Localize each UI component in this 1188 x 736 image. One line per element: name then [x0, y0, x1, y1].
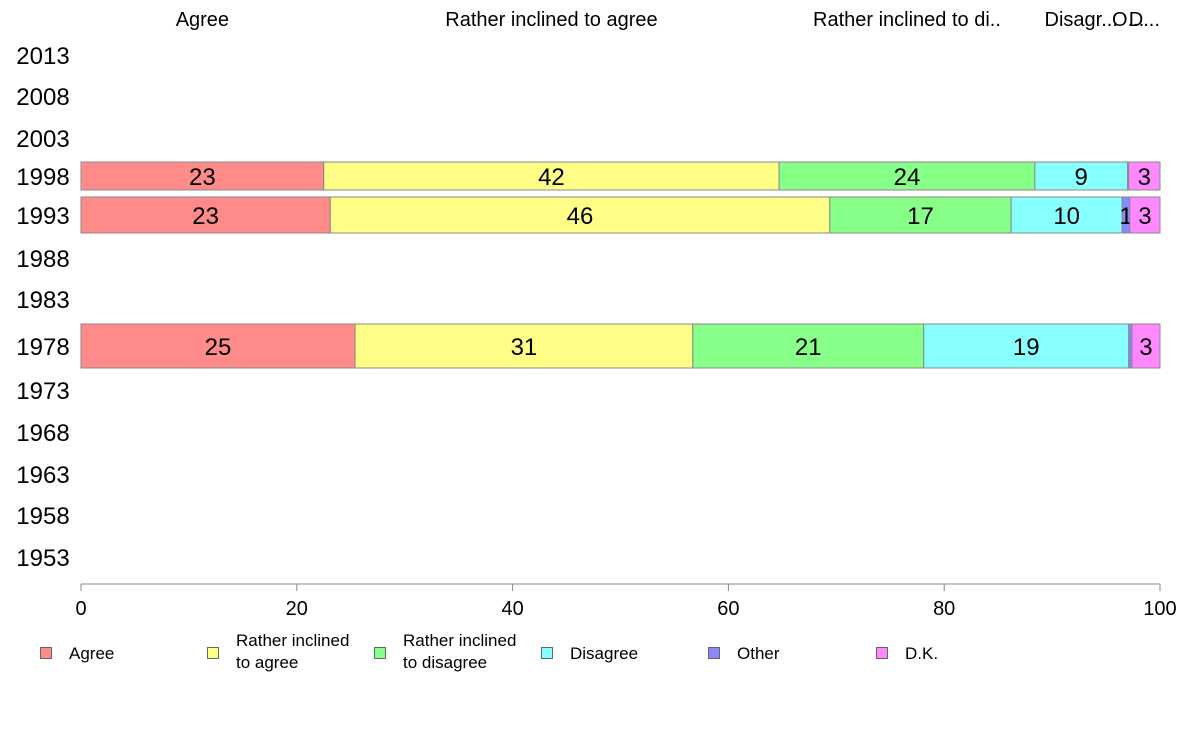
x-tick-label-80: 80	[933, 598, 955, 620]
year-label-1973: 1973	[16, 378, 69, 405]
legend-item-1: Rather inclined to agree	[207, 630, 349, 674]
series-headers: Agree Rather inclined to agree Rather incl…	[176, 9, 1160, 31]
year-label-1953: 1953	[16, 545, 69, 572]
legend-swatch-2	[374, 647, 386, 659]
legend-label-3: Disagree	[570, 644, 639, 663]
series-header-5: D...	[1129, 9, 1160, 31]
series-header-0: Agree	[176, 9, 229, 31]
bar-1993-1	[329, 196, 831, 234]
year-label-1963: 1963	[16, 462, 69, 489]
legend-label-5: D.K.	[905, 644, 939, 663]
bar-label-1993-3: 10	[1053, 203, 1080, 230]
legend-swatch-4	[708, 647, 720, 659]
bar-1993-5	[1129, 196, 1161, 234]
bar-label-1998-0: 23	[189, 164, 216, 191]
bar-label-1978-1: 31	[511, 334, 538, 361]
year-label-2003: 2003	[16, 126, 69, 153]
series-header-4: O...	[1112, 9, 1144, 31]
year-label-1983: 1983	[16, 287, 69, 314]
bar-1978-2	[692, 323, 925, 369]
legend-item-2: Rather inclined to disagree	[374, 630, 516, 674]
x-axis: 0 20 40 60 80 100	[75, 583, 1177, 620]
legend-swatch-0	[40, 647, 52, 659]
bar-label-1998-5: 3	[1138, 164, 1151, 191]
bar-1993-2	[829, 196, 1012, 234]
bar-label-1993-5: 3	[1138, 203, 1151, 230]
series-header-3: Disagr...	[1045, 9, 1118, 31]
bar-label-1998-2: 24	[894, 164, 921, 191]
bar-label-1993-0: 23	[192, 203, 219, 230]
legend-label-2: Rather inclined to disagree	[403, 631, 517, 672]
bar-label-1978-0: 25	[205, 334, 232, 361]
legend: Agree Rather inclined to agree Rather incl…	[0, 630, 1188, 690]
bar-1998-5	[1128, 161, 1161, 191]
bar-label-1998-3: 9	[1075, 164, 1088, 191]
year-label-2008: 2008	[16, 84, 69, 111]
legend-item-4: Other	[708, 630, 780, 665]
year-label-1958: 1958	[16, 503, 69, 530]
year-label-1993: 1993	[16, 203, 69, 230]
legend-swatch-1	[207, 647, 219, 659]
bar-label-1978-3: 19	[1013, 334, 1040, 361]
legend-item-3: Disagree	[541, 630, 638, 665]
year-label-1998: 1998	[16, 164, 69, 191]
bar-1993-3	[1010, 196, 1123, 234]
x-tick-label-40: 40	[501, 598, 523, 620]
bar-1978-3	[923, 323, 1130, 369]
bar-1998-1	[323, 161, 780, 191]
bar-1978-5	[1131, 323, 1161, 369]
series-header-2: Rather inclined to di..	[813, 9, 1001, 31]
legend-item-0: Agree	[40, 630, 114, 665]
bar-label-1993-1: 46	[567, 203, 594, 230]
bars: 23 42 24 9 323 46 17 10 1 325 31 21 19 3	[80, 161, 1161, 369]
year-label-2013: 2013	[16, 43, 69, 70]
year-label-1978: 1978	[16, 334, 69, 361]
series-header-1: Rather inclined to agree	[445, 9, 657, 31]
bar-1993-0	[80, 196, 331, 234]
legend-label-4: Other	[737, 644, 780, 663]
year-axis: 2013 2008 2003 1998 1993 1988 1983 1978 1973 1968…	[16, 43, 69, 572]
x-tick-label-100: 100	[1143, 598, 1176, 620]
bar-1978-1	[354, 323, 694, 369]
legend-swatch-3	[541, 647, 553, 659]
bar-1978-0	[80, 323, 356, 369]
year-label-1968: 1968	[16, 420, 69, 447]
bar-label-1978-5: 3	[1139, 334, 1152, 361]
x-tick-label-20: 20	[286, 598, 308, 620]
legend-label-0: Agree	[69, 644, 115, 663]
year-label-1988: 1988	[16, 246, 69, 273]
legend-swatch-5	[876, 647, 888, 659]
legend-item-5: D.K.	[876, 630, 938, 665]
x-tick-label-60: 60	[717, 598, 739, 620]
legend-label-1: Rather inclined to agree	[236, 631, 350, 672]
bar-label-1998-1: 42	[538, 164, 565, 191]
bar-label-1978-2: 21	[795, 334, 822, 361]
x-tick-label-0: 0	[75, 598, 86, 620]
bar-label-1993-2: 17	[907, 203, 934, 230]
